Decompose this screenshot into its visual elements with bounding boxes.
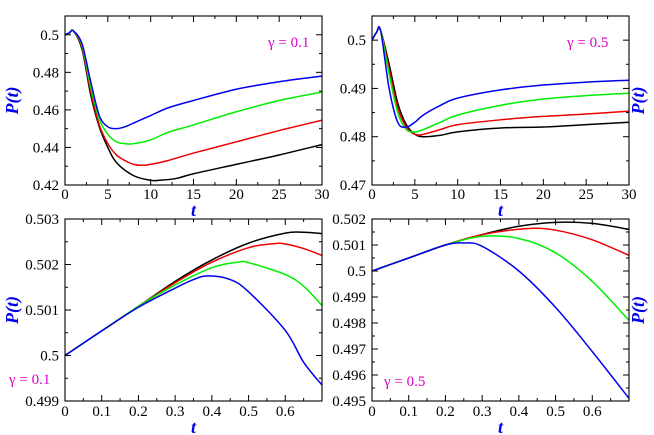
y-tick-label: 0.503	[25, 212, 59, 228]
x-tick-label: 0.4	[509, 404, 528, 420]
series-blue	[65, 29, 322, 130]
x-tick-label: 0.4	[202, 404, 221, 420]
y-tick-label: 0.5	[40, 349, 59, 365]
y-tick-label: 0.5	[347, 264, 366, 280]
x-tick-label: 0	[61, 187, 69, 203]
y-tick-label: 0.497	[332, 342, 366, 358]
x-tick-label: 25	[579, 187, 594, 203]
x-tick-label: 25	[272, 187, 287, 203]
series-black	[65, 29, 322, 182]
panel-top-right: 0 5 10 15 20 25 30 0.47 0.48 0.49 0.5 t P(t) γ = 0.5	[340, 15, 649, 220]
x-axis-label: t	[498, 417, 504, 435]
x-tick-label: 30	[622, 187, 637, 203]
x-tick-label: 0.5	[546, 404, 565, 420]
y-tick-label: 0.49	[340, 81, 366, 97]
x-axis-label: t	[498, 200, 504, 220]
y-axis-label: P(t)	[2, 87, 23, 116]
x-tick-label: 5	[411, 187, 419, 203]
y-tick-label: 0.48	[340, 130, 366, 146]
x-axis-label: t	[191, 417, 197, 435]
x-tick-label: 0.5	[239, 404, 258, 420]
gamma-annotation: γ = 0.5	[383, 374, 425, 390]
y-tick-label: 0.44	[33, 140, 60, 156]
y-tick-label: 0.501	[332, 238, 366, 254]
y-tick-label: 0.502	[332, 212, 366, 228]
series-black	[372, 221, 629, 272]
series-black	[65, 231, 322, 357]
y-tick-label: 0.499	[25, 394, 59, 410]
x-tick-label: 0.6	[583, 404, 602, 420]
y-tick-label: 0.498	[332, 316, 366, 332]
x-tick-label: 0.2	[129, 404, 148, 420]
x-tick-label: 0	[368, 187, 376, 203]
x-tick-label: 0.1	[92, 404, 111, 420]
x-tick-label: 0.6	[276, 404, 295, 420]
y-tick-label: 0.496	[332, 368, 366, 384]
y-tick-label: 0.46	[33, 103, 60, 119]
series-group	[65, 29, 322, 182]
series-group	[65, 231, 322, 386]
y-tick-label: 0.5	[40, 28, 59, 44]
panel-top-left: 0 5 10 15 20 25 30 0.42 0.44 0.46 0.48 0.5 t P(t) γ = …	[2, 15, 330, 220]
x-tick-label: 10	[143, 187, 158, 203]
x-tick-label: 0.1	[399, 404, 418, 420]
series-blue	[65, 275, 322, 386]
y-tick-label: 0.48	[33, 65, 59, 81]
x-tick-label: 15	[493, 187, 508, 203]
gamma-annotation: γ = 0.1	[267, 35, 309, 51]
y-axis-label: P(t)	[2, 296, 23, 325]
x-tick-label: 30	[315, 187, 330, 203]
series-green	[65, 260, 322, 357]
x-axis-label: t	[191, 200, 197, 220]
y-axis-label: P(t)	[628, 87, 649, 116]
y-axis-label: P(t)	[628, 296, 649, 325]
series-group	[372, 221, 629, 399]
y-tick-label: 0.47	[340, 178, 367, 194]
x-tick-label: 20	[229, 187, 244, 203]
y-tick-label: 0.5	[347, 33, 366, 49]
y-tick-label: 0.501	[25, 303, 59, 319]
series-group	[372, 25, 629, 138]
y-tick-label: 0.495	[332, 394, 366, 410]
panel-bottom-left: 0 0.1 0.2 0.3 0.4 0.5 0.6 0.499 0.5 0.501 0.502 0.5…	[2, 212, 323, 435]
x-tick-label: 0	[61, 404, 69, 420]
panel-bottom-right: 0 0.1 0.2 0.3 0.4 0.5 0.6 0.495 0.496 0.497 0.498 0…	[332, 212, 649, 435]
y-tick-label: 0.502	[25, 258, 59, 274]
x-tick-label: 0	[368, 404, 376, 420]
y-tick-label: 0.42	[33, 178, 59, 194]
x-tick-label: 5	[104, 187, 112, 203]
x-tick-label: 0.2	[436, 404, 455, 420]
y-tick-label: 0.499	[332, 290, 366, 306]
series-red	[372, 227, 629, 272]
x-tick-label: 20	[536, 187, 551, 203]
x-tick-label: 0.3	[473, 404, 492, 420]
x-tick-label: 0.3	[166, 404, 185, 420]
series-blue	[372, 242, 629, 399]
gamma-annotation: γ = 0.5	[566, 35, 608, 51]
series-blue	[372, 25, 629, 128]
x-tick-label: 15	[186, 187, 201, 203]
plot-frame	[64, 218, 323, 402]
series-red	[65, 242, 322, 357]
series-green	[372, 235, 629, 321]
x-tick-label: 10	[450, 187, 465, 203]
gamma-annotation: γ = 0.1	[8, 372, 50, 388]
